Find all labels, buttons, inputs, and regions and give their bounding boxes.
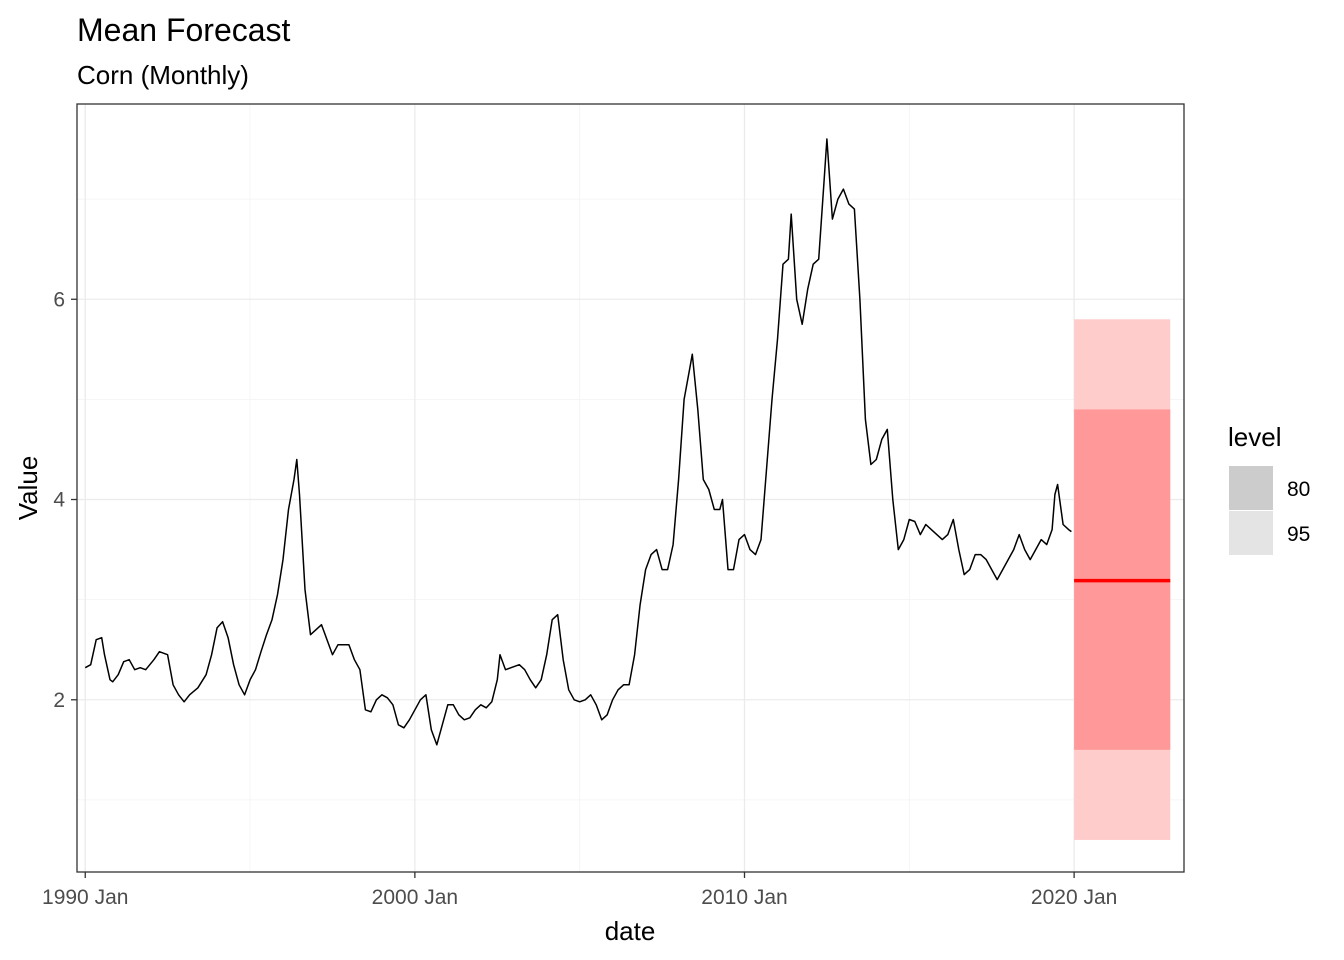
plot-panel-border (76, 103, 1185, 873)
chart-subtitle: Corn (Monthly) (77, 60, 249, 90)
legend-key-95 (1229, 511, 1273, 555)
series-lines (84, 138, 1171, 746)
x-tick-label: 2010 Jan (701, 886, 787, 909)
history-line (84, 138, 1072, 746)
x-tick-label: 1990 Jan (42, 886, 128, 909)
legend-label-80: 80 (1287, 478, 1310, 501)
legend-key-80 (1229, 466, 1273, 510)
axis-ticks: 1990 Jan 2000 Jan 2010 Jan 2020 Jan 2 4 6 (42, 288, 1117, 909)
x-tick-label: 2020 Jan (1031, 886, 1117, 909)
y-axis-title: Value (13, 456, 43, 521)
legend-title: level (1228, 422, 1281, 452)
x-axis-title: date (605, 916, 656, 946)
y-tick-label: 2 (53, 689, 65, 712)
x-tick-label: 2000 Jan (372, 886, 458, 909)
major-gridlines (77, 104, 1184, 872)
y-tick-label: 4 (53, 489, 65, 512)
minor-gridlines (77, 104, 1184, 872)
legend: level 80 95 (1228, 422, 1310, 555)
chart-title: Mean Forecast (77, 12, 291, 48)
legend-label-95: 95 (1287, 523, 1310, 546)
y-tick-label: 6 (53, 288, 65, 311)
